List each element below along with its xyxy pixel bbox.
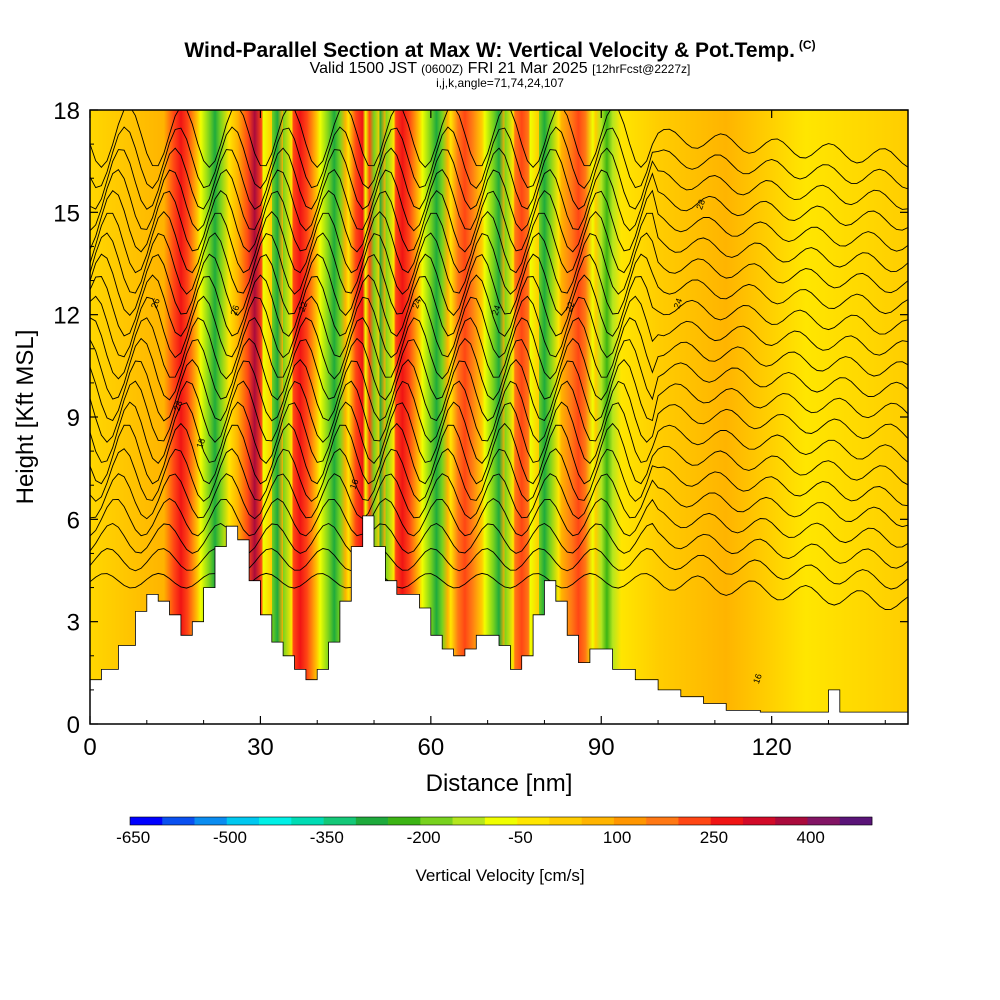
contour-label: 16 (751, 672, 764, 685)
theta-contour (90, 380, 908, 443)
contour-label: 18 (194, 437, 207, 450)
theta-contours: 28 26 18 26 22 16 24 24 22 24 28 16 (90, 110, 908, 685)
colorbar-swatch (807, 817, 841, 825)
x-axis-title: Distance [nm] (426, 770, 573, 797)
theta-contour (90, 232, 908, 295)
theta-contour (90, 337, 908, 401)
colorbar-swatch (452, 817, 486, 825)
section-indices: i,j,k,angle=71,74,24,107 (436, 76, 564, 90)
contour-label: 26 (149, 297, 162, 310)
colorbar-tick-label: -650 (116, 828, 150, 847)
x-tick-label: 60 (417, 734, 444, 761)
theta-contour (90, 126, 908, 190)
y-tick-label: 12 (53, 303, 80, 330)
colorbar-tick-label: 400 (797, 828, 825, 847)
contour-label: 24 (410, 297, 423, 310)
contour-label: 22 (297, 300, 310, 313)
colorbar-swatch (130, 817, 163, 825)
colorbar-tick-label: -50 (508, 828, 533, 847)
colorbar-swatch (291, 817, 324, 825)
colorbar-swatch (646, 817, 679, 825)
contour-label: 16 (348, 478, 361, 491)
theta-contour (90, 211, 908, 274)
valid-time-local: Valid 1500 JST (309, 60, 417, 77)
colorbar-tick-label: 100 (603, 828, 631, 847)
colorbar-frame (129, 816, 873, 826)
chart-title: Wind-Parallel Section at Max W: Vertical… (0, 38, 1000, 63)
contour-label: 28 (694, 198, 707, 211)
colorbar-swatch (613, 817, 647, 825)
y-tick-label: 3 (67, 610, 80, 637)
forecast-info: [12hrFcst@2227z] (592, 62, 691, 76)
contour-label: 24 (490, 304, 503, 317)
colorbar-tick-label: 250 (700, 828, 728, 847)
theta-contour (90, 401, 908, 464)
colorbar-swatch (388, 817, 421, 825)
terrain-profile (90, 515, 908, 724)
theta-contour (90, 253, 908, 316)
y-tick-label: 6 (67, 507, 80, 534)
y-axis-title: Height [Kft MSL] (12, 330, 39, 505)
colorbar-swatch (742, 817, 776, 825)
colorbar-swatch (710, 817, 744, 825)
theta-contour (90, 497, 908, 548)
theta-contour (90, 295, 908, 359)
x-tick-label: 0 (83, 734, 96, 761)
valid-time-utc: (0600Z) (421, 62, 464, 76)
colorbar-swatch (194, 817, 228, 825)
contour-label: 26 (228, 304, 241, 317)
colorbar-swatch (678, 817, 711, 825)
colorbar-swatch (226, 817, 260, 825)
theta-contour (90, 189, 908, 253)
theta-contour (90, 147, 908, 210)
colorbar-tick-label: -350 (310, 828, 344, 847)
theta-contour (90, 110, 908, 168)
theta-contour (90, 317, 908, 380)
y-tick-label: 9 (67, 405, 80, 432)
theta-contour (90, 448, 908, 507)
colorbar-swatch (839, 817, 873, 825)
y-tick-label: 18 (53, 98, 80, 125)
colorbar-swatch (162, 817, 195, 825)
x-tick-label: 120 (752, 734, 792, 761)
colorbar-swatch (355, 817, 389, 825)
x-tick-label: 30 (247, 734, 274, 761)
x-tick-label: 90 (588, 734, 615, 761)
valid-date: FRI 21 Mar 2025 (467, 60, 588, 77)
theta-contour (90, 359, 908, 422)
colorbar-swatch (323, 817, 357, 825)
contour-label: 24 (672, 297, 685, 310)
contour-label: 22 (564, 300, 577, 313)
colorbar-swatch (517, 817, 550, 825)
theta-contour (90, 473, 908, 528)
axes: 0 30 60 90 120 0 3 6 9 12 15 18 (53, 98, 908, 761)
colorbar-swatch (484, 817, 518, 825)
colorbar-title: Vertical Velocity [cm/s] (415, 866, 584, 885)
contour-label: 28 (172, 399, 185, 412)
plot-area: 28 26 18 26 22 16 24 24 22 24 28 16 (90, 110, 908, 724)
colorbar-swatch (549, 817, 582, 825)
colorbar: -650 -500 -350 -200 -50 100 250 400 (116, 816, 873, 847)
colorbar-swatch (420, 817, 453, 825)
colorbar-swatch (259, 817, 292, 825)
colorbar-tick-label: -200 (407, 828, 441, 847)
colorbar-swatch (775, 817, 808, 825)
colorbar-tick-label: -500 (213, 828, 247, 847)
chart-title-text: Wind-Parallel Section at Max W: Vertical… (184, 39, 795, 62)
y-tick-label: 15 (53, 200, 80, 227)
y-tick-label: 0 (67, 712, 80, 739)
theta-contour (90, 168, 908, 232)
valid-time: Valid 1500 JST (0600Z) FRI 21 Mar 2025 [… (0, 60, 1000, 78)
colorbar-swatch (581, 817, 615, 825)
copyright-mark: (C) (798, 38, 816, 52)
theta-contour (90, 274, 908, 337)
theta-contour (90, 422, 908, 486)
